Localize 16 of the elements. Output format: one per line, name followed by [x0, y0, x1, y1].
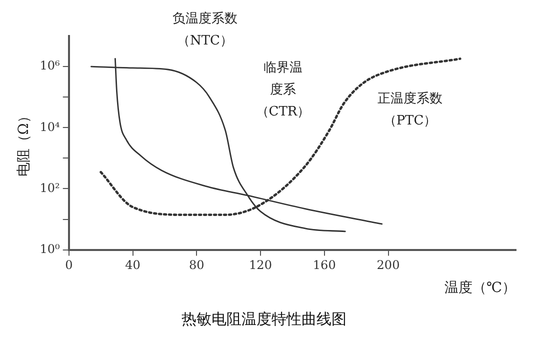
annotation: 负温度系数（NTC） — [172, 10, 238, 48]
annotation: 临界温度系（CTR） — [256, 60, 310, 120]
x-tick-label: 40 — [125, 258, 140, 272]
x-tick-label: 200 — [376, 258, 400, 272]
y-tick-label: 10⁴ — [40, 120, 60, 134]
x-tick-label: 160 — [312, 258, 336, 272]
y-axis-title: 电阻（Ω） — [16, 109, 32, 177]
y-tick-label: 10⁶ — [40, 58, 60, 73]
text: 热敏电阻温度特性曲线图 — [182, 310, 346, 328]
annotation: 正温度系数（PTC） — [378, 90, 442, 128]
x-axis-title: 温度（℃） — [444, 280, 516, 296]
x-tick-label: 120 — [249, 258, 272, 272]
y-tick-label: 10⁰ — [40, 242, 60, 256]
y-tick-label: 10² — [40, 180, 60, 195]
x-tick-label: 0 — [65, 258, 73, 272]
x-tick-label: 80 — [188, 258, 204, 272]
